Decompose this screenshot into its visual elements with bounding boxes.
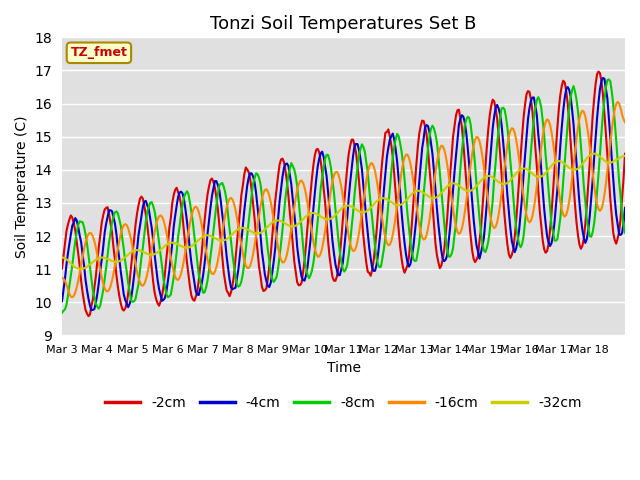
-16cm [461, 209, 468, 215]
-16cm [58, 275, 66, 281]
-8cm [95, 306, 102, 312]
Line: -16cm: -16cm [62, 102, 625, 297]
-8cm [621, 230, 629, 236]
-4cm [88, 307, 95, 313]
-16cm [545, 118, 552, 123]
Y-axis label: Soil Temperature (C): Soil Temperature (C) [15, 115, 29, 258]
-8cm [618, 211, 626, 217]
Title: Tonzi Soil Temperatures Set B: Tonzi Soil Temperatures Set B [211, 15, 477, 33]
-2cm [621, 151, 629, 156]
Line: -32cm: -32cm [62, 154, 625, 269]
-4cm [97, 268, 104, 274]
-2cm [97, 233, 104, 239]
-4cm [621, 205, 629, 211]
-2cm [545, 241, 552, 247]
-2cm [77, 278, 85, 284]
Text: TZ_fmet: TZ_fmet [70, 46, 127, 59]
-16cm [97, 267, 104, 273]
-8cm [460, 136, 467, 142]
-32cm [621, 153, 629, 159]
Line: -4cm: -4cm [62, 78, 625, 310]
-4cm [349, 153, 357, 159]
-32cm [461, 187, 468, 193]
-32cm [545, 167, 552, 172]
-32cm [620, 153, 627, 159]
-2cm [349, 137, 357, 143]
-32cm [77, 266, 85, 272]
-4cm [545, 240, 552, 245]
-8cm [348, 224, 355, 230]
Line: -2cm: -2cm [62, 72, 625, 316]
-2cm [461, 158, 468, 164]
-8cm [58, 310, 66, 316]
-2cm [595, 69, 602, 74]
-4cm [620, 221, 627, 227]
-4cm [77, 239, 85, 245]
-4cm [461, 120, 468, 125]
-32cm [97, 255, 104, 261]
-2cm [58, 266, 66, 272]
Line: -8cm: -8cm [62, 79, 625, 313]
-8cm [543, 168, 551, 174]
-4cm [58, 299, 66, 304]
-32cm [590, 151, 598, 156]
X-axis label: Time: Time [326, 360, 360, 375]
-32cm [79, 266, 86, 272]
-2cm [620, 176, 627, 182]
Legend: -2cm, -4cm, -8cm, -16cm, -32cm: -2cm, -4cm, -8cm, -16cm, -32cm [100, 390, 588, 415]
-16cm [614, 99, 621, 105]
-16cm [620, 116, 627, 122]
-16cm [621, 120, 629, 125]
-16cm [79, 254, 86, 260]
-16cm [68, 294, 76, 300]
-32cm [58, 254, 66, 260]
-8cm [605, 76, 612, 82]
-32cm [349, 204, 357, 210]
-2cm [84, 313, 92, 319]
-8cm [77, 219, 85, 225]
-16cm [349, 248, 357, 254]
-4cm [599, 75, 607, 81]
